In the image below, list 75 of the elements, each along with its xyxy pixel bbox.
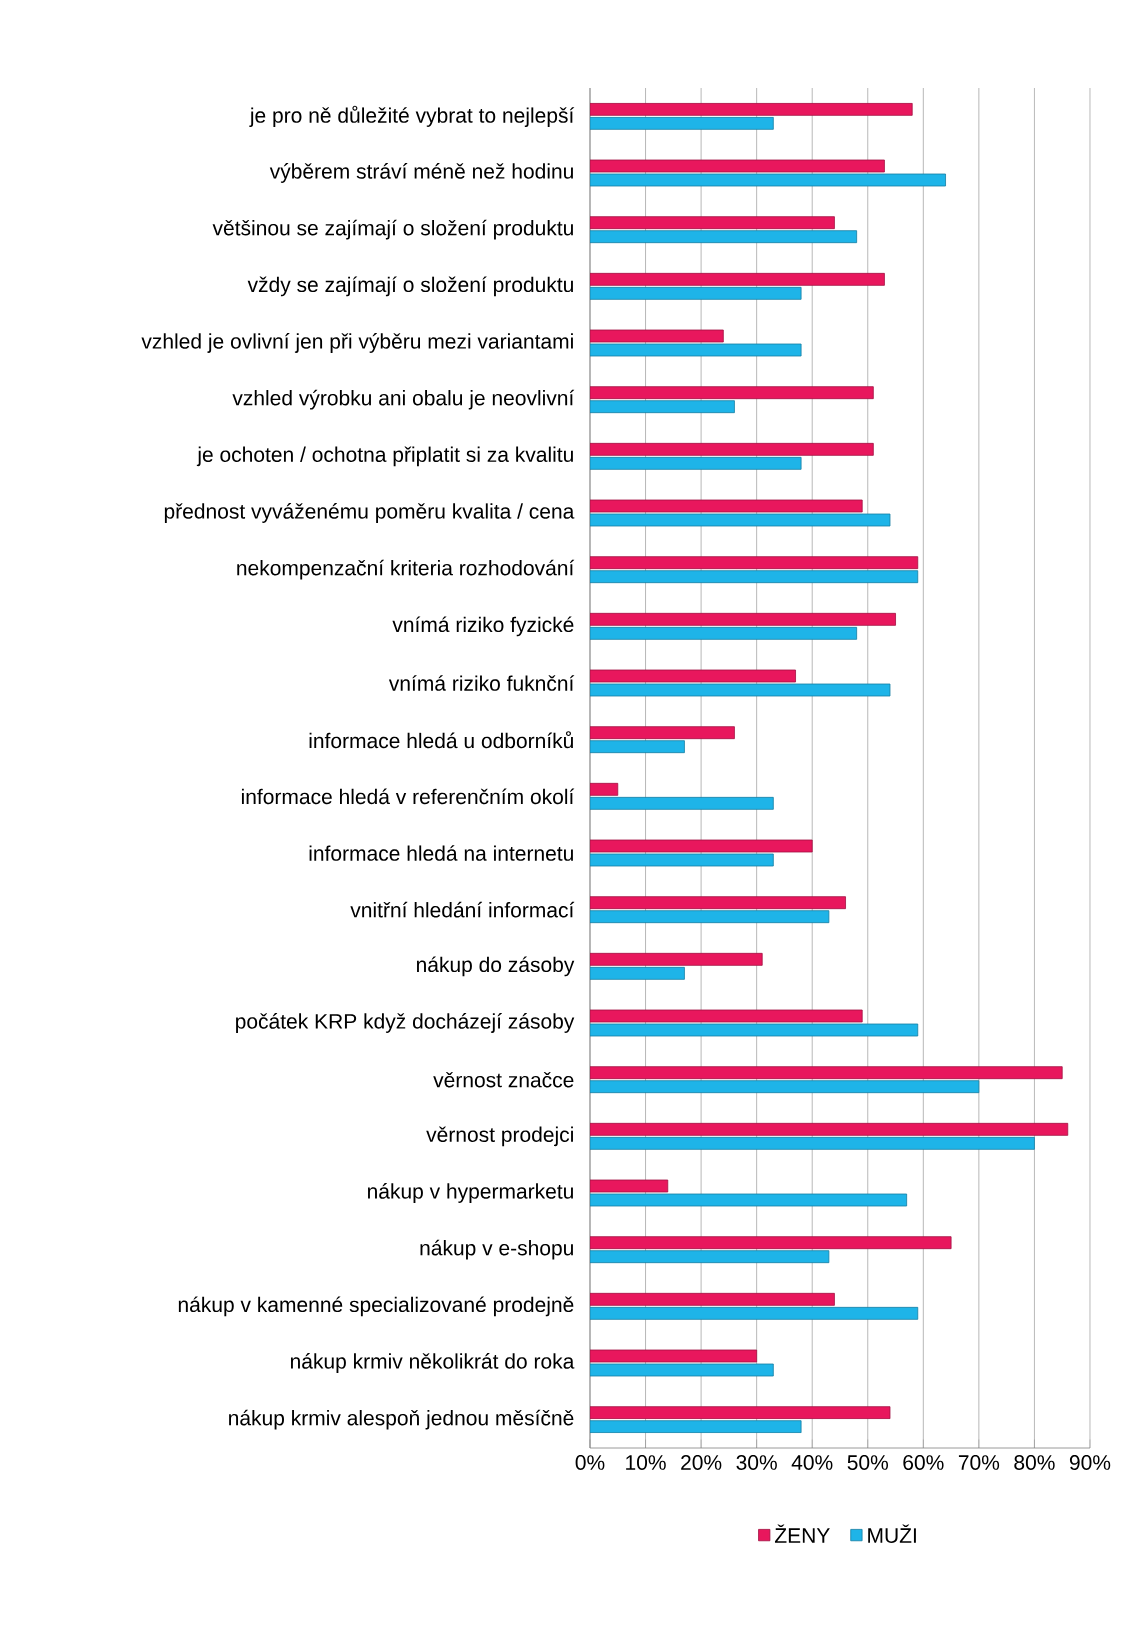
- bar: [589, 612, 896, 626]
- bar: [589, 796, 774, 810]
- bar: [589, 456, 802, 470]
- bar: [589, 1250, 830, 1264]
- bar: [589, 1080, 980, 1094]
- bar: [589, 116, 774, 130]
- y-tick-label: informace hledá u odborníků: [309, 731, 573, 749]
- y-tick-label: nákup krmiv alespoň jednou měsíčně: [229, 1409, 574, 1430]
- bar: [589, 896, 846, 910]
- bar: [589, 286, 802, 300]
- bar: [589, 173, 946, 187]
- bar: [589, 400, 735, 414]
- bar: [589, 272, 885, 286]
- bar: [589, 1292, 835, 1306]
- y-tick-label: vnímá riziko fyzické: [392, 616, 574, 637]
- bar: [589, 966, 685, 980]
- y-tick-label: vnitřní hledání informací: [350, 901, 575, 918]
- x-tick-label: 80%: [1014, 1455, 1055, 1470]
- bar: [589, 1122, 1069, 1136]
- bar: [589, 343, 802, 357]
- y-tick-label: věrnost prodejci: [426, 1126, 573, 1147]
- y-tick-label: vzhled výrobku ani obalu je neovlivní: [232, 389, 575, 410]
- bar: [589, 626, 858, 640]
- bar: [589, 910, 830, 924]
- y-tick-label: nákup do zásoby: [416, 956, 575, 977]
- y-tick-label: nekompenzační kriteria rozhodování: [237, 559, 575, 580]
- bar: [589, 1306, 919, 1320]
- bar: [589, 1193, 908, 1207]
- x-tick-label: 90%: [1069, 1455, 1111, 1470]
- y-tick-label: informace hledá na internetu: [309, 845, 573, 861]
- bar: [589, 740, 685, 754]
- bar: [589, 1136, 1035, 1150]
- x-tick-label: 60%: [903, 1455, 944, 1470]
- y-tick-label: nákup v kamenné specializované prodejně: [178, 1296, 574, 1317]
- x-tick-label: 50%: [847, 1455, 889, 1470]
- legend-label: MUŽI: [868, 1524, 916, 1543]
- bar: [589, 216, 835, 230]
- y-tick-label: výběrem stráví méně než hodinu: [269, 163, 573, 183]
- x-tick-label: 30%: [736, 1455, 777, 1470]
- y-tick-label: je pro ně důležité vybrat to nejlepší: [249, 105, 575, 127]
- x-tick-label: 70%: [958, 1455, 1000, 1470]
- y-tick-label: vždy se zajímají o složení produktu: [247, 276, 573, 297]
- y-tick-label: vzhled je ovlivní jen při výběru mezi variantami: [141, 333, 573, 353]
- x-tick-label: 0%: [575, 1455, 605, 1470]
- y-tick-label: přednost vyváženému poměru kvalita / cena: [164, 503, 575, 523]
- x-tick-label: 10%: [626, 1455, 666, 1470]
- y-tick-label: věrnost značce: [433, 1071, 574, 1088]
- bar: [589, 556, 919, 570]
- x-tick-label: 40%: [791, 1455, 833, 1470]
- y-tick-label: většinou se zajímají o složení produktu: [212, 219, 573, 240]
- bar: [589, 386, 874, 400]
- bar: [589, 853, 774, 867]
- legend-label: ŽENY: [774, 1524, 830, 1543]
- bar: [589, 1420, 802, 1434]
- bar: [589, 726, 735, 740]
- y-tick-label: je ochoten / ochotna připlatit si za kvalitu: [196, 446, 573, 467]
- bar: [589, 1066, 1063, 1080]
- bar: [589, 1406, 891, 1420]
- y-tick-label: počátek KRP když docházejí zásoby: [236, 1013, 575, 1033]
- x-tick-label: 20%: [681, 1455, 722, 1470]
- bar: [589, 952, 763, 966]
- bar: [589, 570, 919, 584]
- bar: [589, 230, 858, 244]
- y-tick-label: nákup v hypermarketu: [368, 1183, 573, 1203]
- bar: [589, 513, 891, 527]
- y-tick-label: vnímá riziko fuknční: [388, 675, 575, 691]
- bar: [589, 683, 891, 697]
- bar: [589, 1236, 952, 1250]
- y-tick-label: nákup krmiv několikrát do roka: [290, 1353, 575, 1373]
- y-tick-label: nákup v e-shopu: [420, 1239, 573, 1260]
- bar: [589, 102, 913, 116]
- y-tick-label: informace hledá v referenčním okolí: [241, 788, 575, 805]
- bar: [589, 1023, 919, 1037]
- bar: [589, 1363, 774, 1377]
- bar: [589, 442, 874, 456]
